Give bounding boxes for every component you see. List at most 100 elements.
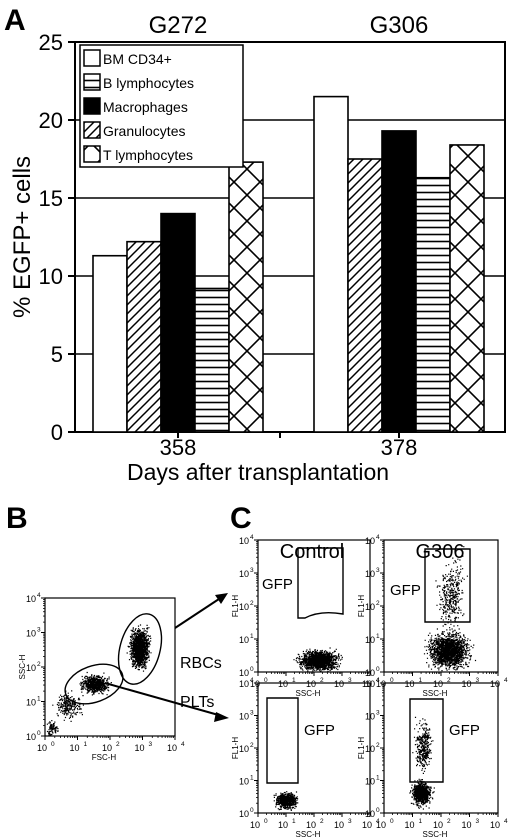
dot-cloud xyxy=(79,671,112,696)
y-tick-exponent: 4 xyxy=(37,592,41,599)
y-tick-exponent: 2 xyxy=(376,600,380,607)
dot-cloud xyxy=(409,778,435,810)
y-tick-label: 10 xyxy=(365,744,375,754)
y-tick-label: 5 xyxy=(51,342,63,367)
x-tick-label: 10 xyxy=(278,820,288,830)
dot-cloud xyxy=(423,628,477,672)
x-tick-label: 10 xyxy=(376,679,386,689)
gfp-gate xyxy=(297,547,344,619)
x-tick-label: 10 xyxy=(306,820,316,830)
legend-label-bm-cd34: BM CD34+ xyxy=(103,51,172,67)
y-tick-exponent: 3 xyxy=(37,627,41,634)
x-tick-exponent: 4 xyxy=(376,818,380,825)
y-tick-label: 10 xyxy=(365,679,375,689)
y-axis-label: FL1-H xyxy=(357,595,366,617)
x-tick-exponent: 1 xyxy=(292,818,296,825)
y-tick-exponent: 0 xyxy=(376,807,380,814)
bar-bm-cd34-358 xyxy=(92,254,128,433)
y-tick-exponent: 2 xyxy=(376,742,380,749)
gate-label-gfp: GFP xyxy=(304,722,335,739)
gate-label-gfp: GFP xyxy=(390,582,421,599)
column-title-control: Control xyxy=(280,541,344,563)
bar-t-lymphocytes-378 xyxy=(449,144,485,433)
x-tick-label: 10 xyxy=(461,679,471,689)
dot-cloud xyxy=(293,647,343,673)
y-axis-label: FL1-H xyxy=(357,737,366,759)
y-tick-label: 10 xyxy=(239,744,249,754)
event-dots xyxy=(409,716,435,810)
y-tick-exponent: 3 xyxy=(250,710,254,717)
y-tick-label: 10 xyxy=(365,777,375,787)
y-tick-exponent: 0 xyxy=(37,730,41,737)
flow-plot-control-rbcs: 10 010 010 110 110 210 210 310 310 410 4SSC-HFL1-H… xyxy=(231,534,380,698)
bar-macrophages-358 xyxy=(160,212,196,433)
x-tick-label: 10 xyxy=(167,743,177,753)
y-tick-label: 0 xyxy=(51,420,63,445)
y-tick-label: 10 xyxy=(239,569,249,579)
gate-label-gfp: GFP xyxy=(262,576,293,593)
y-tick-label: 20 xyxy=(39,108,63,133)
x-tick-exponent: 3 xyxy=(476,677,480,684)
x-axis-label: SSC-H xyxy=(296,830,321,839)
event-dots xyxy=(273,791,299,811)
plot-frame xyxy=(74,41,506,433)
y-tick-label: 10 xyxy=(39,264,63,289)
x-tick-exponent: 0 xyxy=(390,818,394,825)
x-tick-exponent: 4 xyxy=(504,818,508,825)
x-tick-label: 10 xyxy=(404,679,414,689)
x-tick-exponent: 2 xyxy=(447,677,451,684)
y-tick-label: 10 xyxy=(365,668,375,678)
y-tick-exponent: 2 xyxy=(37,661,41,668)
y-tick-label: 10 xyxy=(365,602,375,612)
bar-bm-cd34-378 xyxy=(313,95,349,433)
gfp-gate xyxy=(409,698,444,783)
x-axis-label: Days after transplantation xyxy=(127,459,389,485)
y-tick-exponent: 4 xyxy=(376,677,380,684)
plot-frame xyxy=(257,682,371,814)
x-tick-label: 10 xyxy=(362,820,372,830)
bar-macrophages-378 xyxy=(381,130,417,433)
bar-granulocytes-378 xyxy=(347,158,383,433)
x-tick-label: 10 xyxy=(250,820,260,830)
x-axis-label: FSC-H xyxy=(92,753,117,762)
dot-cloud xyxy=(46,720,59,736)
y-axis-label: FL1-H xyxy=(231,737,240,759)
bar-b-lymphocytes-378 xyxy=(415,176,451,433)
x-tick-label: 10 xyxy=(334,679,344,689)
y-tick-label: 15 xyxy=(39,186,63,211)
y-tick-label: 10 xyxy=(26,698,36,708)
y-tick-exponent: 1 xyxy=(250,775,254,782)
legend-swatch-macrophages xyxy=(83,97,101,115)
x-tick-label: 358 xyxy=(160,435,197,460)
event-dots xyxy=(46,624,152,736)
x-tick-exponent: 2 xyxy=(320,818,324,825)
y-tick-exponent: 1 xyxy=(37,696,41,703)
y-tick-exponent: 1 xyxy=(376,633,380,640)
dot-cloud xyxy=(273,791,299,811)
x-tick-exponent: 1 xyxy=(419,818,423,825)
y-tick-exponent: 1 xyxy=(376,775,380,782)
y-tick-label: 10 xyxy=(26,732,36,742)
y-tick-exponent: 4 xyxy=(376,534,380,541)
column-title-g306: G306 xyxy=(416,541,465,563)
dot-cloud xyxy=(412,716,434,774)
legend-swatch-bm-cd34 xyxy=(83,49,101,67)
x-tick-exponent: 2 xyxy=(116,741,120,748)
legend-label-macrophages: Macrophages xyxy=(103,99,188,115)
legend-label-granulocytes: Granulocytes xyxy=(103,123,185,139)
gfp-gate xyxy=(424,548,471,623)
gate-label-bg xyxy=(447,721,483,739)
x-tick-exponent: 4 xyxy=(376,677,380,684)
panel-label-b: B xyxy=(6,502,28,535)
y-tick-label: 10 xyxy=(365,569,375,579)
y-tick-exponent: 3 xyxy=(376,567,380,574)
x-tick-exponent: 1 xyxy=(419,677,423,684)
x-tick-label: 10 xyxy=(433,679,443,689)
x-tick-label: 10 xyxy=(461,820,471,830)
bar-b-lymphocytes-358 xyxy=(194,287,230,433)
y-tick-label: 10 xyxy=(239,777,249,787)
x-tick-label: 10 xyxy=(37,743,47,753)
x-tick-label: 10 xyxy=(376,820,386,830)
